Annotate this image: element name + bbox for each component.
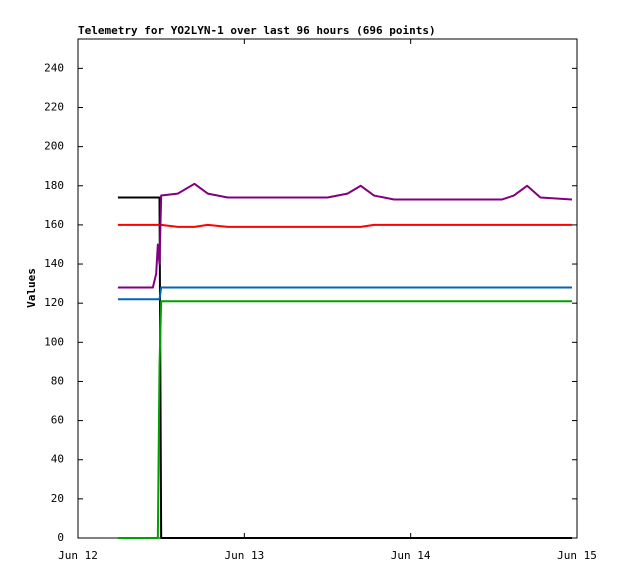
chart-title: Telemetry for YO2LYN-1 over last 96 hour…: [78, 24, 436, 37]
y-axis-label: Values: [25, 268, 38, 308]
y-tick-label: 200: [44, 140, 64, 153]
x-tick-label: Jun 13: [224, 549, 264, 562]
y-tick-label: 160: [44, 218, 64, 231]
y-tick-label: 60: [51, 414, 64, 427]
y-tick-label: 40: [51, 453, 64, 466]
y-tick-label: 180: [44, 179, 64, 192]
y-tick-label: 140: [44, 257, 64, 270]
x-tick-label: Jun 14: [391, 549, 431, 562]
series-line: [117, 286, 573, 301]
x-tick-label: Jun 15: [557, 549, 597, 562]
y-tick-label: 240: [44, 61, 64, 74]
series-line: [117, 223, 573, 228]
y-tick-label: 0: [57, 531, 64, 544]
y-tick-label: 20: [51, 492, 64, 505]
y-tick-label: 120: [44, 296, 64, 309]
y-tick-label: 100: [44, 335, 64, 348]
series-line: [117, 196, 573, 539]
series-line: [117, 182, 573, 289]
y-tick-label: 80: [51, 374, 64, 387]
x-tick-label: Jun 12: [58, 549, 98, 562]
series-line: [117, 300, 573, 539]
y-tick-label: 220: [44, 100, 64, 113]
